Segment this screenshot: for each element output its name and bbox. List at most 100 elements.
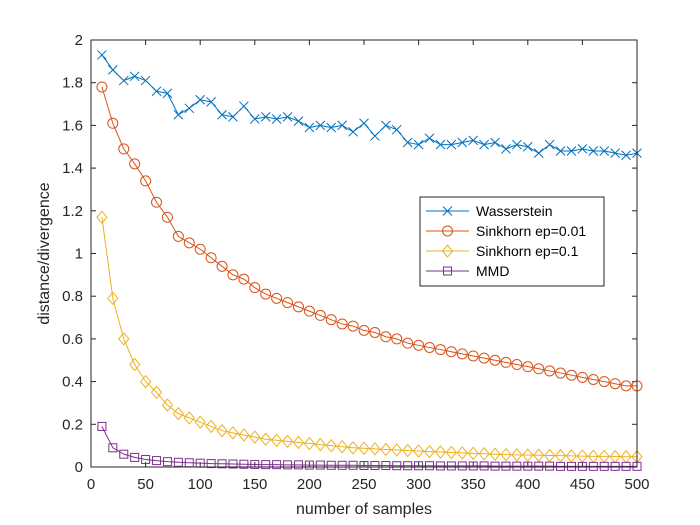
data-point-sinkhorn-ep-0-1 [478, 446, 490, 461]
data-point-mmd [173, 457, 183, 467]
data-point-mmd [599, 461, 609, 471]
data-point-mmd [403, 461, 413, 471]
data-point-mmd [250, 459, 260, 469]
data-point-mmd [566, 461, 576, 471]
data-point-mmd [435, 461, 445, 471]
x-axis-label: number of samples [296, 501, 432, 518]
data-point-sinkhorn-ep-0-01 [380, 331, 392, 343]
data-point-mmd [468, 461, 478, 471]
data-point-sinkhorn-ep-0-01 [260, 288, 272, 300]
data-point-sinkhorn-ep-0-1 [238, 428, 250, 442]
data-point-wasserstein [512, 139, 522, 150]
x-tick-label: 250 [351, 476, 376, 493]
series-line-mmd [101, 426, 637, 467]
y-tick-label: 0.2 [62, 416, 83, 433]
data-point-sinkhorn-ep-0-1 [522, 448, 534, 462]
legend-label-sinkhorn-ep-0-1: Sinkhorn ep=0.1 [476, 243, 579, 259]
data-point-sinkhorn-ep-0-01 [303, 305, 315, 317]
data-point-sinkhorn-ep-0-01 [587, 373, 599, 385]
data-point-sinkhorn-ep-0-1 [511, 448, 523, 462]
data-point-sinkhorn-ep-0-01 [402, 337, 414, 349]
data-point-wasserstein [610, 148, 621, 159]
data-point-sinkhorn-ep-0-1 [467, 446, 479, 461]
data-point-mmd [523, 461, 533, 471]
data-point-sinkhorn-ep-0-01 [609, 378, 621, 390]
data-point-mmd [392, 461, 402, 471]
data-point-sinkhorn-ep-0-1 [183, 411, 195, 425]
data-point-sinkhorn-ep-0-01 [511, 359, 523, 371]
x-tick-label: 500 [624, 476, 649, 493]
data-point-sinkhorn-ep-0-01 [424, 341, 436, 353]
data-point-sinkhorn-ep-0-1 [500, 447, 512, 462]
data-point-wasserstein [151, 86, 162, 97]
y-tick-label: 1.6 [62, 117, 83, 134]
data-point-sinkhorn-ep-0-1 [358, 441, 370, 455]
data-point-sinkhorn-ep-0-1 [336, 439, 348, 454]
data-point-wasserstein [479, 139, 489, 150]
data-point-mmd [152, 456, 162, 466]
data-point-wasserstein [348, 126, 358, 137]
data-point-wasserstein [544, 139, 555, 150]
x-tick-label: 300 [406, 476, 431, 493]
data-point-sinkhorn-ep-0-01 [456, 348, 468, 360]
series-line-sinkhorn-ep-0-1 [101, 217, 637, 458]
x-tick-label: 100 [188, 476, 213, 493]
data-point-sinkhorn-ep-0-01 [576, 371, 588, 383]
data-point-wasserstein [522, 141, 533, 152]
data-point-sinkhorn-ep-0-01 [205, 252, 217, 264]
data-point-sinkhorn-ep-0-1 [281, 434, 294, 449]
data-point-wasserstein [206, 97, 216, 107]
series-sinkhorn-ep-0-01 [96, 81, 643, 392]
data-point-sinkhorn-ep-0-01 [565, 369, 577, 381]
data-point-sinkhorn-ep-0-1 [543, 448, 556, 463]
data-point-wasserstein [129, 71, 140, 82]
y-tick-labels: 0 0.2 0.4 0.6 0.8 1 1.2 1.4 1.6 1.8 2 [62, 32, 83, 476]
data-point-wasserstein [599, 146, 610, 156]
legend-label-mmd: MMD [476, 263, 509, 279]
data-point-sinkhorn-ep-0-01 [227, 269, 239, 281]
data-point-wasserstein [402, 137, 413, 148]
data-point-sinkhorn-ep-0-01 [161, 211, 173, 223]
data-point-wasserstein [391, 124, 402, 135]
data-point-wasserstein [457, 137, 468, 148]
data-point-wasserstein [239, 101, 249, 112]
data-point-wasserstein [173, 109, 184, 120]
data-point-sinkhorn-ep-0-01 [489, 354, 501, 366]
data-point-mmd [425, 461, 435, 471]
data-point-wasserstein [370, 131, 380, 141]
x-tick-label: 200 [297, 476, 322, 493]
legend-label-wasserstein: Wasserstein [476, 203, 553, 219]
data-point-sinkhorn-ep-0-01 [478, 352, 490, 364]
y-tick-label: 0.8 [62, 288, 83, 305]
data-point-sinkhorn-ep-0-01 [271, 292, 283, 304]
data-point-mmd [370, 461, 380, 471]
data-point-mmd [261, 460, 271, 470]
data-point-wasserstein [566, 146, 577, 156]
data-point-sinkhorn-ep-0-1 [129, 357, 141, 372]
data-point-sinkhorn-ep-0-01 [140, 175, 152, 187]
data-point-wasserstein [293, 116, 304, 126]
data-point-sinkhorn-ep-0-01 [292, 301, 304, 313]
x-tick-label: 350 [461, 476, 486, 493]
data-point-sinkhorn-ep-0-01 [151, 196, 163, 208]
series-sinkhorn-ep-0-1 [96, 210, 643, 464]
data-point-wasserstein [118, 75, 129, 86]
data-point-sinkhorn-ep-0-1 [533, 448, 545, 463]
data-point-sinkhorn-ep-0-01 [194, 243, 206, 255]
data-point-wasserstein [97, 50, 107, 60]
data-point-wasserstein [468, 135, 479, 146]
data-point-wasserstein [195, 94, 206, 105]
data-point-wasserstein [359, 118, 369, 129]
data-point-mmd [206, 459, 216, 469]
x-tick-label: 400 [515, 476, 540, 493]
data-point-sinkhorn-ep-0-1 [270, 433, 283, 448]
legend-marker-sinkhorn-ep-0-1 [441, 244, 454, 258]
data-point-sinkhorn-ep-0-1 [303, 436, 316, 451]
data-point-mmd [162, 457, 172, 467]
data-point-sinkhorn-ep-0-1 [369, 442, 381, 456]
data-point-sinkhorn-ep-0-1 [118, 332, 130, 346]
data-point-sinkhorn-ep-0-1 [172, 406, 185, 421]
data-point-wasserstein [162, 88, 173, 99]
data-point-wasserstein [184, 103, 195, 114]
